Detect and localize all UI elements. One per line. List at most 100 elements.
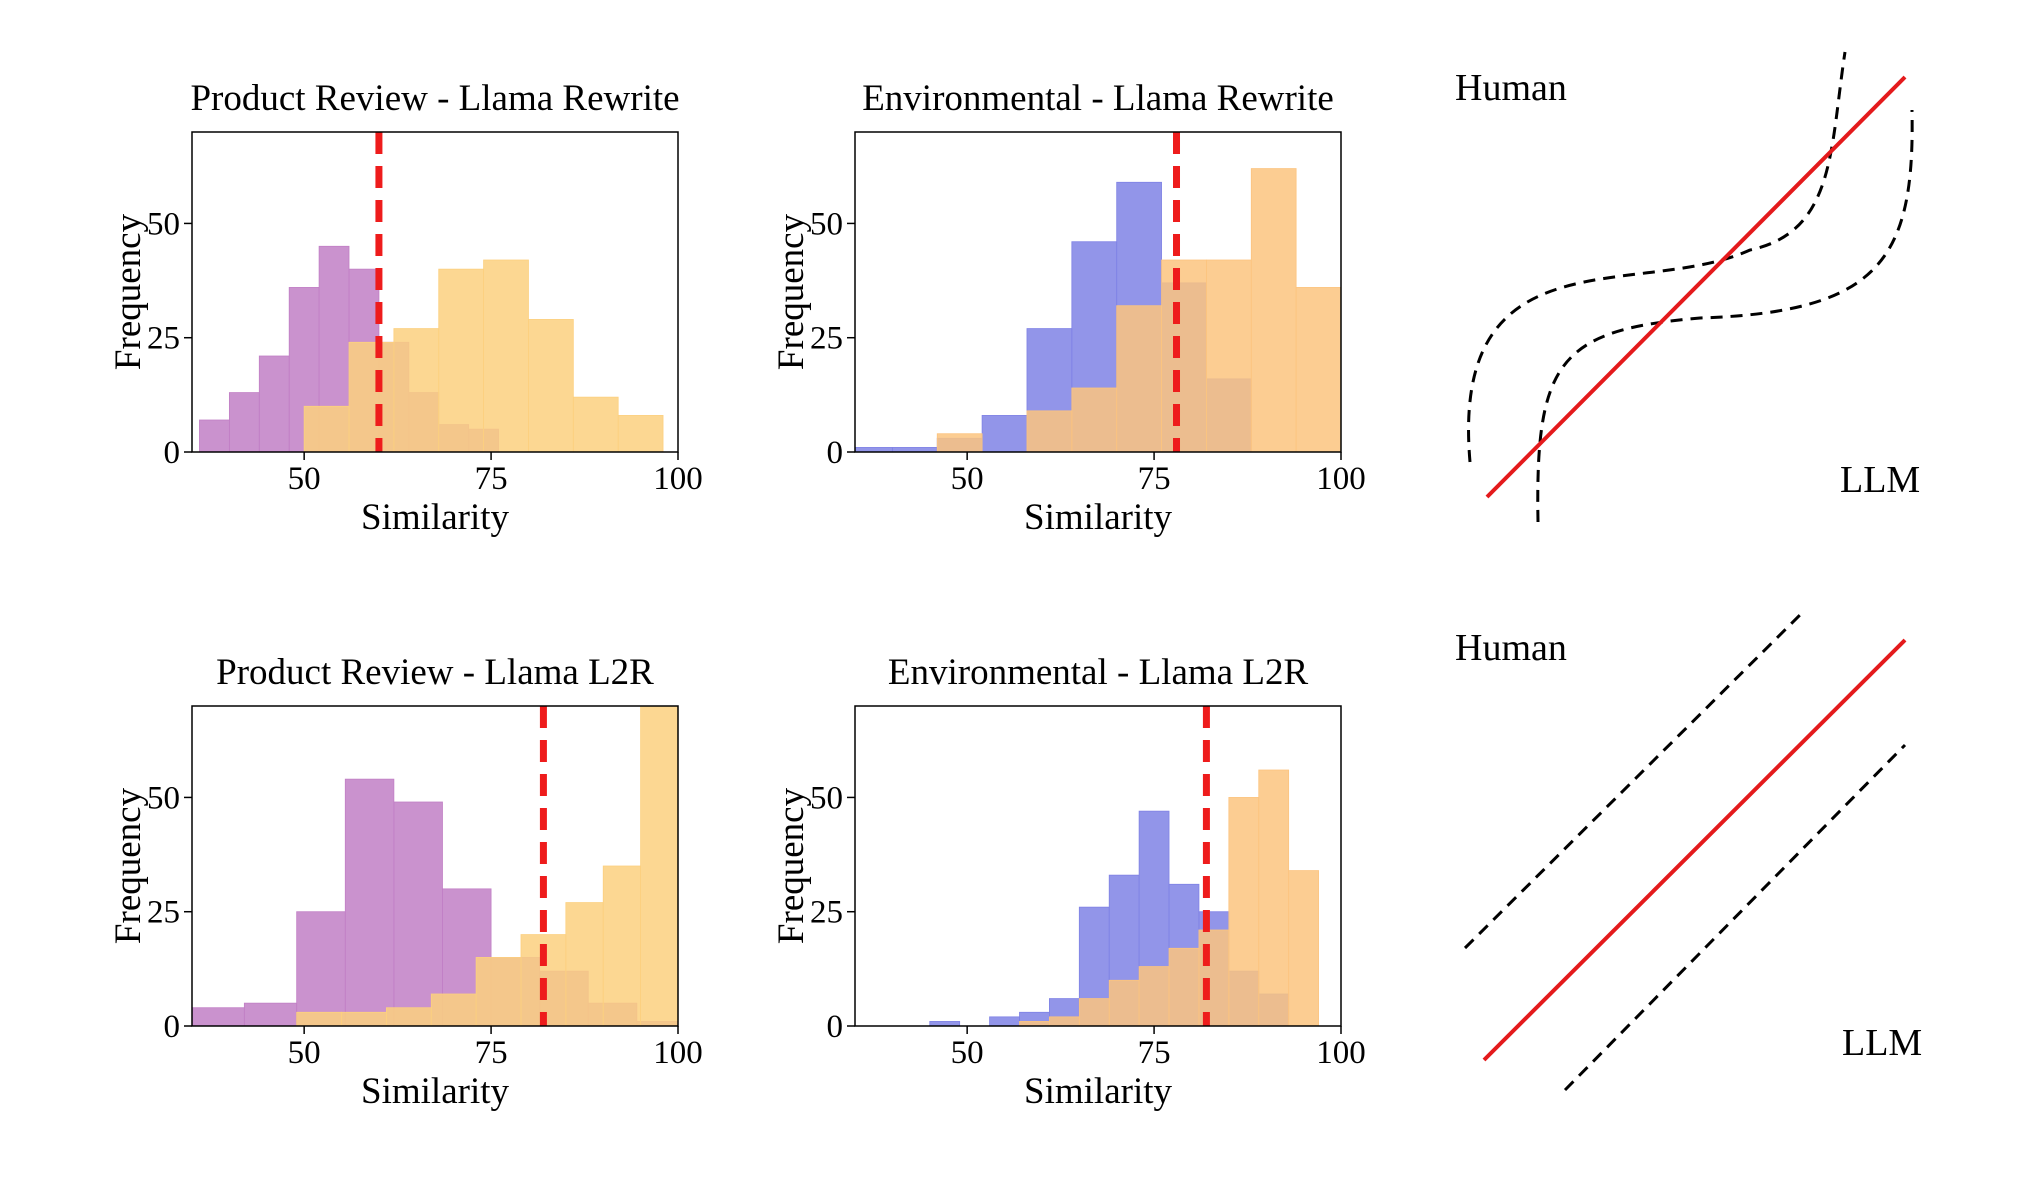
llm-bar [430,993,477,1027]
llm-bar [1161,259,1207,453]
y-ticks: 0 25 50 [810,780,855,1045]
axes-frame [854,131,1342,453]
human-bar [199,419,230,453]
axes-frame [854,705,1342,1027]
chart-environmental-llama-l2r: Environmental - Llama L2R 50 75 100 0 25 50 … [771,652,1366,1112]
y-ticks: 0 25 50 [147,206,192,471]
llm-bar [1071,387,1118,453]
llm-bar [565,902,604,1027]
y-tick-label: 50 [147,206,180,242]
y-tick-label: 50 [810,206,843,242]
human-bar [981,415,1028,453]
chart-environmental-llama-rewrite: Environmental - Llama Rewrite 50 75 100 0 2… [771,78,1366,538]
llm-bar [1116,305,1162,453]
x-tick-label: 75 [475,461,508,497]
llm-label: LLM [1842,1022,1922,1064]
y-ticks: 0 25 50 [810,206,855,471]
llm-bar [475,957,522,1027]
llm-bar [1206,259,1252,453]
human-bar [243,1002,298,1027]
llm-bar [303,405,350,453]
x-axis-label: Similarity [1024,497,1173,538]
y-tick-label: 50 [147,780,180,816]
y-axis-label: Frequency [771,213,812,370]
llm-bar [1026,410,1073,453]
llm-bar [1250,168,1297,453]
x-tick-label: 100 [1316,461,1366,497]
llm-bar [1138,966,1170,1027]
x-tick-label: 50 [288,1035,321,1071]
y-tick-label: 25 [810,321,843,357]
y-tick-label: 25 [810,895,843,931]
llm-bar [483,259,529,453]
x-tick-label: 50 [951,461,984,497]
diagram-parallel: Human LLM [1455,608,1922,1092]
y-tick-label: 25 [147,321,180,357]
x-axis-label: Similarity [1024,1071,1173,1112]
chart-title: Environmental - Llama Rewrite [862,78,1334,119]
chart-product-review-llama-rewrite: Product Review - Llama Rewrite 50 75 100 0… [108,78,703,538]
x-tick-label: 75 [1138,1035,1171,1071]
diagram-sigmoid: Human LLM [1455,51,1920,523]
axes-frame [191,705,679,1027]
x-ticks: 50 75 100 [288,1026,703,1071]
human-label: Human [1455,67,1567,109]
llm-bar [528,319,574,453]
llm-label: LLM [1840,459,1920,501]
llm-bar [348,341,395,453]
llm-bar [296,1011,342,1027]
llm-bar [1168,947,1200,1027]
llm-bar [1258,769,1290,1027]
human-bar [191,1007,245,1027]
human-bar [989,1016,1020,1027]
llm-bar [1048,1016,1080,1027]
human-bar [344,778,395,1027]
human-bar [228,392,260,453]
llm-bar [385,1007,432,1027]
x-axis-label: Similarity [361,1071,510,1112]
llm-bar [438,268,485,453]
y-axis-label: Frequency [108,787,149,944]
chart-title: Product Review - Llama L2R [216,652,654,693]
y-axis-label: Frequency [108,213,149,370]
x-ticks: 50 75 100 [951,452,1366,497]
llm-bars [1019,769,1319,1027]
human-bar [393,801,443,1027]
human-bar [258,355,290,453]
y-tick-label: 25 [147,895,180,931]
dashed-curve-lower [1536,109,1914,523]
human-bar [296,911,346,1027]
dashed-curve-upper [1467,51,1847,463]
y-tick-label: 0 [827,435,844,471]
chart-title: Environmental - Llama L2R [888,652,1309,693]
llm-bar [640,705,679,1027]
llm-bar [1295,287,1342,453]
llm-bar [341,1011,387,1027]
x-ticks: 50 75 100 [288,452,703,497]
x-tick-label: 100 [1316,1035,1366,1071]
y-tick-label: 50 [810,780,843,816]
x-tick-label: 100 [653,1035,703,1071]
llm-bar [1078,998,1110,1027]
y-tick-label: 0 [164,1009,181,1045]
llm-bar [1228,797,1260,1027]
chart-product-review-llama-l2r: Product Review - Llama L2R 50 75 100 0 25 50… [108,652,703,1112]
x-tick-label: 100 [653,461,703,497]
x-tick-label: 75 [475,1035,508,1071]
decision-line [1482,638,1907,1062]
chart-title: Product Review - Llama Rewrite [190,78,679,119]
llm-bars [303,259,664,453]
y-tick-label: 0 [164,435,181,471]
llm-bar [393,328,440,453]
llm-bar [572,396,619,453]
llm-bar [602,865,642,1027]
llm-bar [936,433,983,453]
y-tick-label: 0 [827,1009,844,1045]
dashed-line-lower [1563,743,1907,1092]
human-label: Human [1455,627,1567,669]
y-ticks: 0 25 50 [147,780,192,1045]
llm-bars [936,168,1342,453]
x-tick-label: 50 [288,461,321,497]
x-tick-label: 75 [1138,461,1171,497]
